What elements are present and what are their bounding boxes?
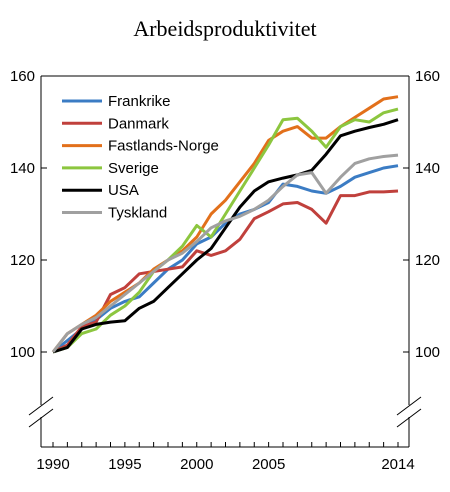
x-tick-label: 1995	[108, 456, 141, 473]
y-tick-label-left: 160	[10, 68, 35, 85]
series-line-sverige	[52, 107, 399, 354]
axis-break-mark-left-1	[28, 396, 54, 416]
y-tick-label-left: 120	[10, 252, 35, 269]
y-tick-label-left: 140	[10, 160, 35, 177]
series-line-danmark	[52, 189, 399, 354]
legend: Frankrike Danmark Fastlands-Norge Sverige US…	[62, 93, 219, 222]
legend-label-tyskland: Tyskland	[108, 205, 167, 222]
y-tick-label-right: 120	[415, 252, 440, 269]
y-tick-label-right: 140	[415, 160, 440, 177]
axis-break-mark-right-2	[396, 408, 422, 428]
x-tick-label: 2000	[180, 456, 213, 473]
y-tick-label-right: 160	[415, 68, 440, 85]
axis-break-mark-right-1	[396, 396, 422, 416]
legend-label-frankrike: Frankrike	[108, 93, 171, 110]
series-lines	[51, 95, 399, 354]
series-line-usa	[52, 118, 399, 354]
axes: 100 100 120 120 140 140 160 160 1990 1995 2000 2005…	[10, 68, 440, 473]
axis-break-mark-left-2	[28, 408, 54, 428]
legend-label-danmark: Danmark	[108, 115, 169, 132]
series-line-frankrike	[52, 164, 399, 354]
legend-label-fastlands-norge: Fastlands-Norge	[108, 138, 219, 155]
chart-title: Arbeidsproduktivitet	[133, 16, 316, 41]
y-tick-label-left: 100	[10, 344, 35, 361]
x-tick-label: 2014	[381, 456, 414, 473]
y-tick-label-right: 100	[415, 344, 440, 361]
series-line-tyskland	[51, 153, 399, 353]
x-tick-label: 2005	[252, 456, 285, 473]
x-tick-label: 1990	[36, 456, 69, 473]
legend-label-usa: USA	[108, 182, 139, 199]
legend-label-sverige: Sverige	[108, 160, 159, 177]
